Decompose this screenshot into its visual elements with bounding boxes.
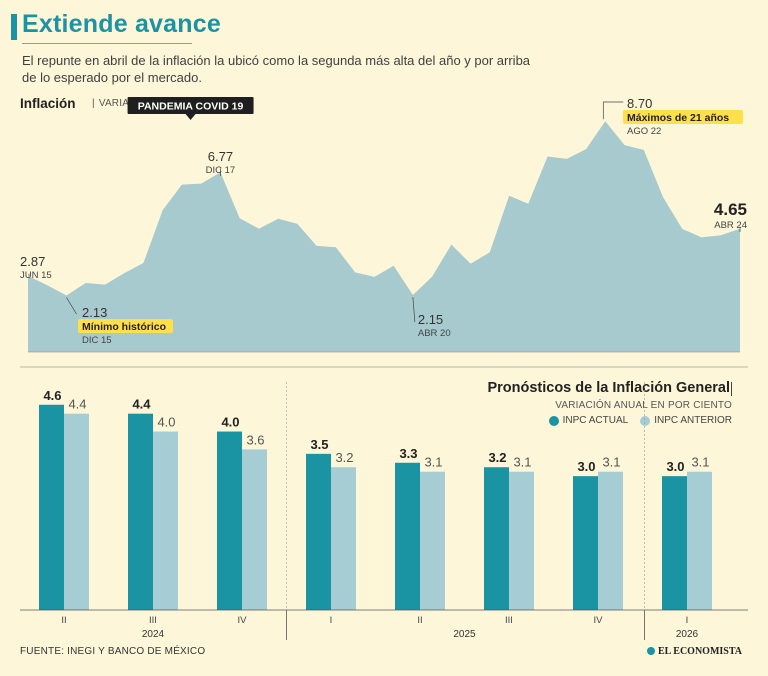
annotation-leader	[412, 296, 416, 323]
legend-label-previous: INPC ANTERIOR	[654, 415, 732, 426]
bar-previous-label: 3.1	[513, 455, 531, 470]
bar-actual-label: 3.2	[488, 450, 506, 465]
annotation-date: JUN 15	[20, 270, 52, 281]
annotation-leader	[602, 101, 624, 120]
bar-previous	[598, 471, 623, 610]
annotation-leader	[66, 297, 77, 315]
forecast-legend: INPC ACTUAL INPC ANTERIOR	[548, 415, 732, 426]
forecast-chart-title: Pronósticos de la Inflación General	[487, 380, 730, 396]
annotation-value: 2.15	[418, 312, 443, 327]
annotation-date: ABR 24	[714, 220, 747, 231]
year-label: 2025	[453, 629, 476, 640]
bar-actual	[573, 476, 598, 610]
bar-previous	[153, 431, 178, 610]
bar-actual-label: 3.3	[399, 446, 417, 461]
annotation-date: ABR 20	[418, 328, 451, 339]
forecast-chart-subtitle: VARIACIÓN ANUAL EN POR CIENTO	[555, 400, 732, 411]
legend-swatch-previous	[640, 415, 651, 426]
annotation-tag-box	[78, 319, 173, 333]
forecast-bar-chart: 4.64.4II4.44.0III4.03.6IV3.53.2I3.33.1II…	[20, 382, 748, 640]
bar-previous	[687, 471, 712, 610]
x-tick-label: I	[686, 615, 689, 626]
page-title: Extiende avance	[22, 10, 221, 38]
x-tick-label: II	[417, 615, 422, 626]
bar-previous-label: 3.1	[602, 455, 620, 470]
annotation-tag: Mínimo histórico	[82, 321, 166, 333]
source-note: FUENTE: INEGI Y BANCO DE MÉXICO	[20, 646, 206, 657]
x-tick-label: II	[61, 615, 66, 626]
bar-actual	[217, 431, 242, 610]
inflation-area	[28, 121, 740, 352]
bar-previous-label: 3.1	[424, 455, 442, 470]
bar-actual-label: 4.4	[132, 397, 151, 412]
annotation-date: DIC 15	[82, 335, 112, 346]
annotation-value-current: 4.65	[714, 200, 747, 219]
bar-previous-label: 3.6	[246, 432, 264, 447]
bar-previous-label: 4.0	[157, 415, 175, 430]
bar-previous-label: 4.4	[68, 397, 86, 412]
x-tick-label: III	[149, 615, 157, 626]
legend-item-previous: INPC ANTERIOR	[640, 415, 732, 426]
annotation-value: 6.77	[208, 149, 233, 164]
bar-actual-label: 3.0	[666, 459, 684, 474]
bar-previous	[331, 467, 356, 610]
bar-actual	[39, 404, 64, 610]
year-label: 2024	[142, 629, 165, 640]
x-tick-label: IV	[238, 615, 248, 626]
x-tick-label: IV	[594, 615, 604, 626]
annotation-tag-box	[623, 110, 743, 124]
annotation-value: 8.70	[627, 96, 652, 111]
brand-dot-icon	[647, 647, 655, 655]
legend-item-actual: INPC ACTUAL	[548, 415, 629, 426]
bar-previous	[64, 413, 89, 610]
page-subtitle: El repunte en abril de la inflación la u…	[22, 53, 531, 85]
legend-label-actual: INPC ACTUAL	[562, 415, 629, 426]
title-rule	[22, 43, 192, 44]
bar-previous	[420, 471, 445, 610]
annotation-value: 2.87	[20, 254, 45, 269]
annotation-date: AGO 22	[627, 126, 661, 137]
bar-previous	[509, 471, 534, 610]
bar-actual	[395, 462, 420, 610]
title-accent-bar	[11, 14, 17, 40]
x-tick-label: III	[505, 615, 513, 626]
bar-actual	[306, 453, 331, 610]
brand-name: EL ECONOMISTA	[658, 646, 742, 657]
year-label: 2026	[676, 629, 699, 640]
pandemic-label-box	[127, 97, 254, 114]
bar-previous	[242, 449, 267, 610]
bar-actual-label: 3.5	[310, 437, 328, 452]
pandemic-label-arrow	[185, 114, 196, 120]
forecast-title-divider	[731, 382, 732, 396]
bar-actual-label: 3.0	[577, 459, 595, 474]
annotation-value: 2.13	[82, 305, 107, 320]
annotation-tag: Máximos de 21 años	[627, 112, 729, 124]
brand-logo: EL ECONOMISTA	[647, 646, 742, 657]
bar-actual-label: 4.6	[43, 388, 61, 403]
bar-previous-label: 3.2	[335, 450, 353, 465]
bar-previous-label: 3.1	[691, 455, 709, 470]
bar-actual-label: 4.0	[221, 415, 239, 430]
bar-actual	[484, 467, 509, 610]
bar-actual	[128, 413, 153, 610]
bar-actual	[662, 476, 687, 610]
annotation-date: DIC 17	[206, 165, 236, 176]
legend-swatch-actual	[548, 415, 559, 426]
pandemic-label: PANDEMIA COVID 19	[138, 101, 244, 113]
area-chart-title: Inflación	[20, 96, 76, 111]
x-tick-label: I	[330, 615, 333, 626]
